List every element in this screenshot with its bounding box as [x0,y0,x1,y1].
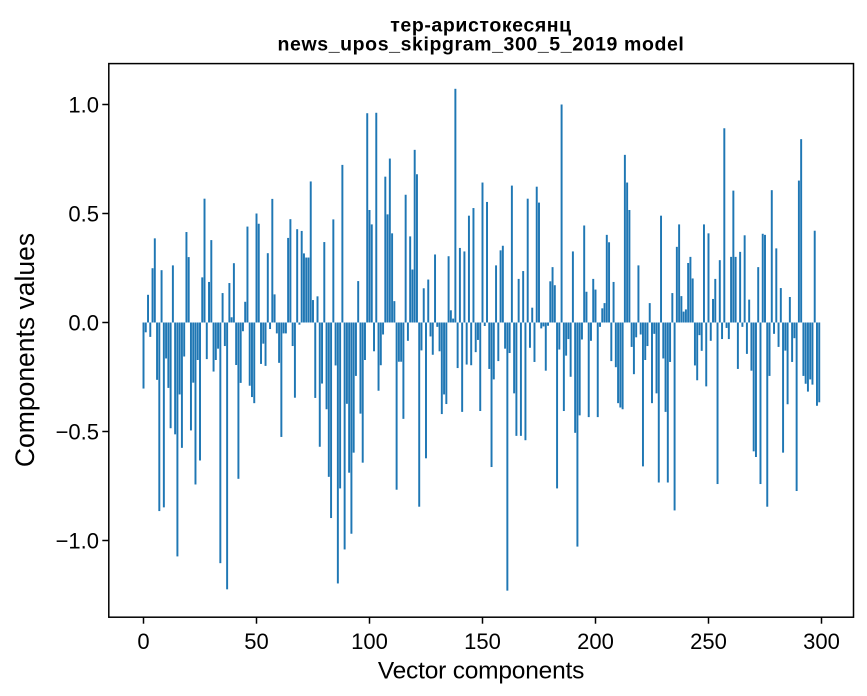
svg-text:50: 50 [244,629,268,654]
svg-text:−0.5: −0.5 [56,419,99,444]
svg-text:тер-аристокесянц: тер-аристокесянц [390,15,572,37]
svg-text:Components values: Components values [10,233,40,467]
svg-text:200: 200 [577,629,614,654]
svg-text:100: 100 [351,629,388,654]
svg-text:250: 250 [690,629,727,654]
svg-text:news_upos_skipgram_300_5_2019: news_upos_skipgram_300_5_2019 model [278,34,685,56]
svg-text:0.5: 0.5 [68,201,99,226]
svg-text:150: 150 [464,629,501,654]
svg-text:−1.0: −1.0 [56,528,99,553]
svg-text:300: 300 [803,629,840,654]
svg-text:0: 0 [137,629,149,654]
svg-text:Vector components: Vector components [378,658,584,685]
svg-text:1.0: 1.0 [68,92,99,117]
svg-text:0.0: 0.0 [68,310,99,335]
